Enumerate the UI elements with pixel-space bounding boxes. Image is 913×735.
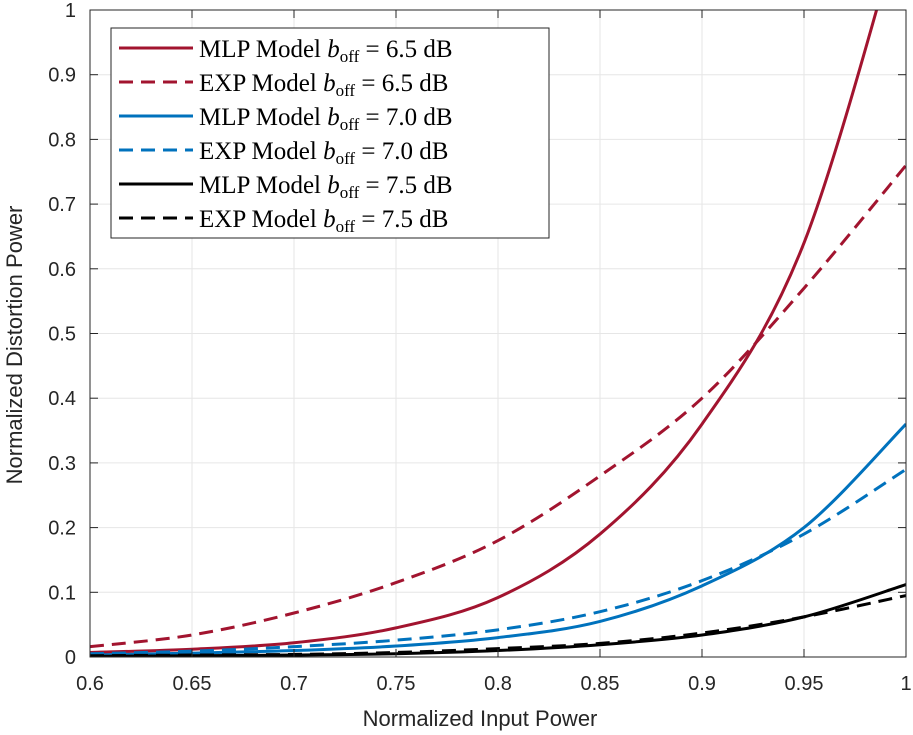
- legend-text-part: 6.5: [382, 70, 420, 97]
- y-tick-label: 0.3: [48, 453, 76, 475]
- x-tick-label: 0.75: [377, 673, 416, 695]
- legend-text-part: MLP Model: [199, 172, 327, 199]
- legend-text-part: b: [327, 104, 340, 131]
- legend-text-part: =: [359, 172, 386, 199]
- x-tick-label: 1: [900, 673, 911, 695]
- legend-text-part: MLP Model: [199, 36, 327, 63]
- y-tick-label: 1: [65, 0, 76, 22]
- x-tick-label: 0.95: [785, 673, 824, 695]
- legend-text-part: 7.5: [386, 172, 424, 199]
- legend-text-part: EXP Model: [199, 70, 323, 97]
- legend-entry: EXP Model boff = 7.0 dB: [199, 138, 448, 168]
- y-tick-label: 0.5: [48, 324, 76, 346]
- y-tick-label: 0.4: [48, 388, 76, 410]
- legend-text-part: 7.0: [386, 104, 424, 131]
- legend-text-part: MLP Model: [199, 104, 327, 131]
- legend-text-part: off: [340, 115, 360, 134]
- legend-text-part: dB: [423, 172, 452, 199]
- legend-text-part: dB: [419, 70, 448, 97]
- legend-text-part: b: [323, 70, 336, 97]
- legend-text-part: b: [327, 36, 340, 63]
- y-tick-label: 0.8: [48, 129, 76, 151]
- x-tick-label: 0.9: [688, 673, 716, 695]
- legend-entry: MLP Model boff = 7.5 dB: [199, 172, 453, 202]
- legend-text-part: EXP Model: [199, 206, 323, 233]
- legend-text-part: =: [359, 36, 386, 63]
- x-tick-label: 0.6: [76, 673, 104, 695]
- legend-text-part: b: [327, 172, 340, 199]
- y-axis-title: Normalized Distortion Power: [2, 206, 27, 485]
- legend-entry: MLP Model boff = 7.0 dB: [199, 104, 453, 134]
- legend-text-part: dB: [419, 206, 448, 233]
- x-tick-label: 0.8: [484, 673, 512, 695]
- y-tick-label: 0.7: [48, 194, 76, 216]
- legend-text-part: 6.5: [386, 36, 424, 63]
- legend-text-part: off: [340, 183, 360, 202]
- x-tick-labels: 0.6 0.65 0.7 0.75 0.8 0.85 0.9 0.95 1: [76, 673, 911, 695]
- legend-text-part: dB: [419, 138, 448, 165]
- legend-text-part: =: [359, 104, 386, 131]
- legend-entry: EXP Model boff = 7.5 dB: [199, 206, 448, 236]
- legend-text-part: =: [355, 138, 382, 165]
- y-tick-label: 0: [65, 647, 76, 669]
- axis-ticks: [89, 9, 907, 658]
- series-line-exp-6-5: [90, 164, 906, 649]
- y-tick-labels: 0 0.1 0.2 0.3 0.4 0.5 0.6 0.7 0.8 0.9 1: [48, 0, 76, 669]
- legend-text-part: 7.0: [382, 138, 420, 165]
- legend-text-part: off: [336, 149, 356, 168]
- legend-text-part: off: [336, 81, 356, 100]
- legend-text-part: b: [323, 138, 336, 165]
- series-line-mlp-6-5: [90, 10, 879, 654]
- legend-entry: EXP Model boff = 6.5 dB: [199, 70, 448, 100]
- x-axis-title: Normalized Input Power: [363, 706, 598, 731]
- x-tick-label: 0.65: [173, 673, 212, 695]
- series-line-exp-7-5: [90, 594, 906, 657]
- x-tick-label: 0.7: [280, 673, 308, 695]
- legend-text-part: =: [355, 206, 382, 233]
- legend-text-part: 7.5: [382, 206, 420, 233]
- series-line-exp-7-0: [90, 468, 906, 656]
- legend-text-part: off: [340, 47, 360, 66]
- y-tick-label: 0.2: [48, 518, 76, 540]
- legend-text-part: EXP Model: [199, 138, 323, 165]
- legend-text-part: =: [355, 70, 382, 97]
- series-line-mlp-7-0: [90, 423, 906, 657]
- legend-text-part: b: [323, 206, 336, 233]
- legend-box: [110, 27, 550, 239]
- legend-text-part: dB: [423, 36, 452, 63]
- y-tick-label: 0.1: [48, 582, 76, 604]
- y-tick-label: 0.6: [48, 259, 76, 281]
- legend-text-part: dB: [423, 104, 452, 131]
- legend-entry: MLP Model boff = 6.5 dB: [199, 36, 453, 66]
- y-tick-label: 0.9: [48, 65, 76, 87]
- legend-text-part: off: [336, 217, 356, 236]
- x-tick-label: 0.85: [581, 673, 620, 695]
